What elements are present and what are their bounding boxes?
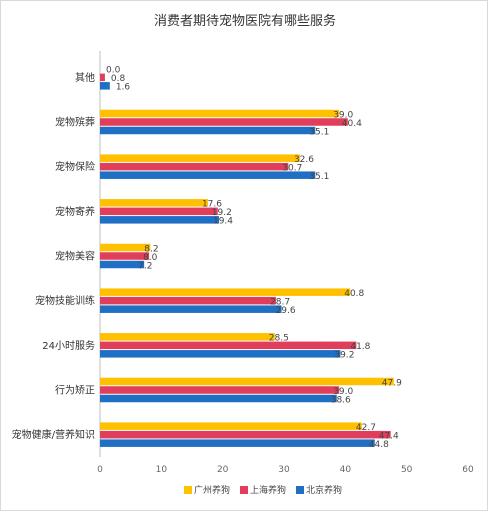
bar [100,333,275,341]
bar [100,422,362,430]
bar [100,216,219,224]
data-label: 28.5 [269,334,289,344]
bar [100,430,391,439]
data-label: 47.9 [382,378,402,388]
bar [100,154,300,162]
bar [100,296,277,305]
category-label: 宠物美容 [55,250,95,263]
x-tick-label: 30 [278,465,290,475]
data-label: 35.1 [309,127,329,137]
data-label: 41.8 [350,342,370,352]
x-tick-label: 20 [217,465,229,475]
bar [100,243,151,252]
legend-swatch [184,486,192,494]
bar [100,341,357,350]
bar [100,305,282,313]
x-axis-ticks: 0 10 20 30 40 50 60 [97,465,474,475]
bar [100,82,110,90]
bars-layer [100,73,394,447]
bar [100,162,289,171]
x-tick-label: 40 [340,465,352,475]
data-label: 8.0 [143,253,158,263]
data-label: 38.6 [331,395,351,405]
data-label: 35.1 [309,172,329,182]
bar [100,118,348,126]
x-tick-label: 60 [462,465,474,475]
category-label: 宠物技能训练 [35,294,95,307]
bar [100,377,394,386]
data-label: 0.8 [111,74,126,84]
data-label: 8.2 [144,244,158,254]
data-label: 39.2 [334,351,354,361]
bar [100,73,105,82]
legend-label: 北京养狗 [306,484,342,496]
data-label: 7.2 [138,261,152,271]
legend: 广州养狗 上海养狗 北京养狗 [184,484,342,496]
bar [100,252,150,260]
category-label: 宠物保险 [55,160,95,173]
bar [100,288,351,296]
bar [100,260,145,269]
data-label: 17.6 [202,200,222,210]
bar [100,126,316,135]
data-label: 32.6 [294,155,314,165]
data-label: 40.4 [342,119,362,129]
category-label: 行为矫正 [55,384,95,397]
data-label: 28.7 [270,297,290,307]
x-tick-label: 50 [401,465,413,475]
data-label: 19.2 [212,208,232,218]
bar [100,207,218,216]
bar [100,109,340,118]
chart-title: 消费者期待宠物医院有哪些服务 [154,13,336,29]
x-tick-label: 0 [97,465,103,475]
data-label: 44.8 [369,440,389,450]
data-label: 0.0 [106,66,121,76]
x-tick-label: 10 [156,465,168,475]
bar [100,386,340,394]
legend-swatch [240,486,248,494]
data-label: 1.6 [116,83,131,93]
bar [100,394,337,403]
legend-label: 广州养狗 [194,484,230,496]
category-label: 宠物健康/营养知识 [12,428,95,441]
bar [100,171,316,179]
bar [100,199,208,207]
data-label: 29.6 [276,306,296,316]
data-label: 42.7 [356,423,376,433]
data-label: 30.7 [282,163,302,173]
data-label: 39.0 [333,387,353,397]
data-label: 47.4 [379,431,399,441]
data-label: 39.0 [333,110,353,120]
bar [100,350,341,358]
category-label: 其他 [75,71,95,84]
category-label: 24小时服务 [42,339,95,352]
bar [100,439,375,447]
category-label: 宠物寄养 [55,205,95,218]
labels-layer: 其他0.00.81.6宠物殡葬39.040.435.1宠物保险32.630.73… [12,66,402,450]
data-label: 40.8 [344,289,364,299]
legend-label: 上海养狗 [250,484,286,496]
legend-swatch [296,486,304,494]
category-label: 宠物殡葬 [55,116,95,129]
data-label: 19.4 [213,217,233,227]
